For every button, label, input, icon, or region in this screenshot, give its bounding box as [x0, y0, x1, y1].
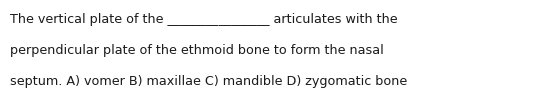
Text: perpendicular plate of the ethmoid bone to form the nasal: perpendicular plate of the ethmoid bone … — [10, 44, 384, 57]
Text: septum. A) vomer B) maxillae C) mandible D) zygomatic bone: septum. A) vomer B) maxillae C) mandible… — [10, 75, 407, 88]
Text: The vertical plate of the ________________ articulates with the: The vertical plate of the ______________… — [10, 13, 398, 26]
